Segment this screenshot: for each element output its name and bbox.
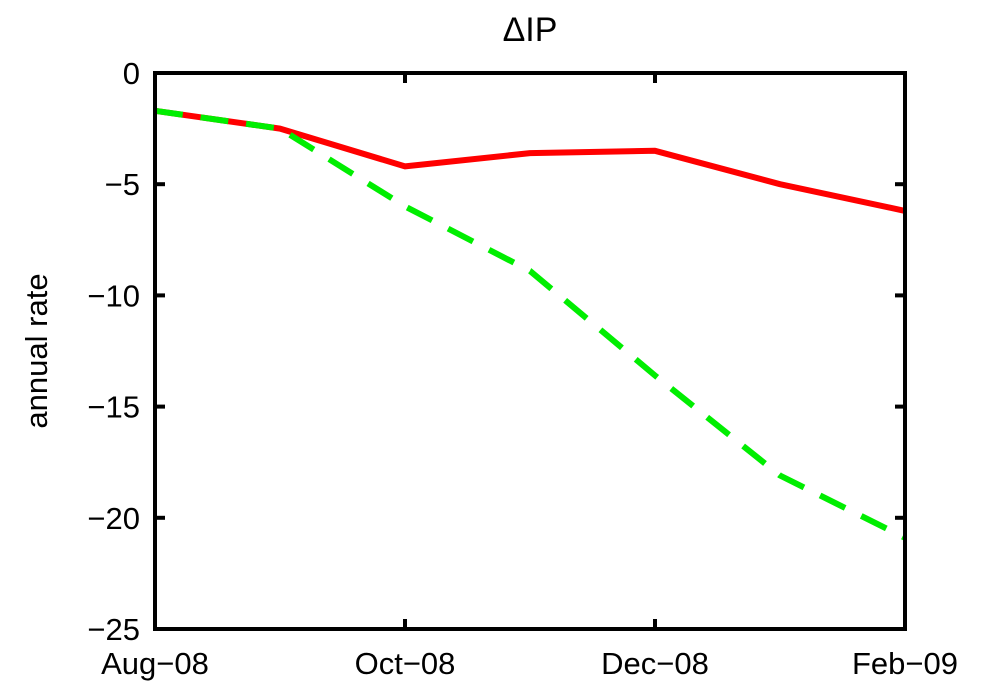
x-tick-label: Dec−08 bbox=[601, 646, 709, 681]
y-tick-label: 0 bbox=[123, 56, 140, 91]
y-axis-label: annual rate bbox=[19, 273, 54, 428]
x-tick-label: Feb−09 bbox=[852, 646, 958, 681]
y-tick-group: 0 −5 −10 −15 −20 −25 bbox=[87, 56, 905, 647]
y-tick-label: −5 bbox=[105, 167, 140, 202]
y-tick-label: −25 bbox=[87, 612, 140, 647]
plot-area bbox=[153, 71, 907, 631]
x-tick-label: Oct−08 bbox=[355, 646, 456, 681]
series-line-solid bbox=[154, 107, 906, 214]
chart-title: ΔIP bbox=[503, 11, 558, 49]
series-group bbox=[154, 107, 907, 541]
x-tick-label: Aug−08 bbox=[101, 646, 209, 681]
y-tick-label: −15 bbox=[87, 390, 140, 425]
series-line-dashed bbox=[154, 107, 907, 541]
y-tick-label: −10 bbox=[87, 278, 140, 313]
y-tick-label: −20 bbox=[87, 501, 140, 536]
